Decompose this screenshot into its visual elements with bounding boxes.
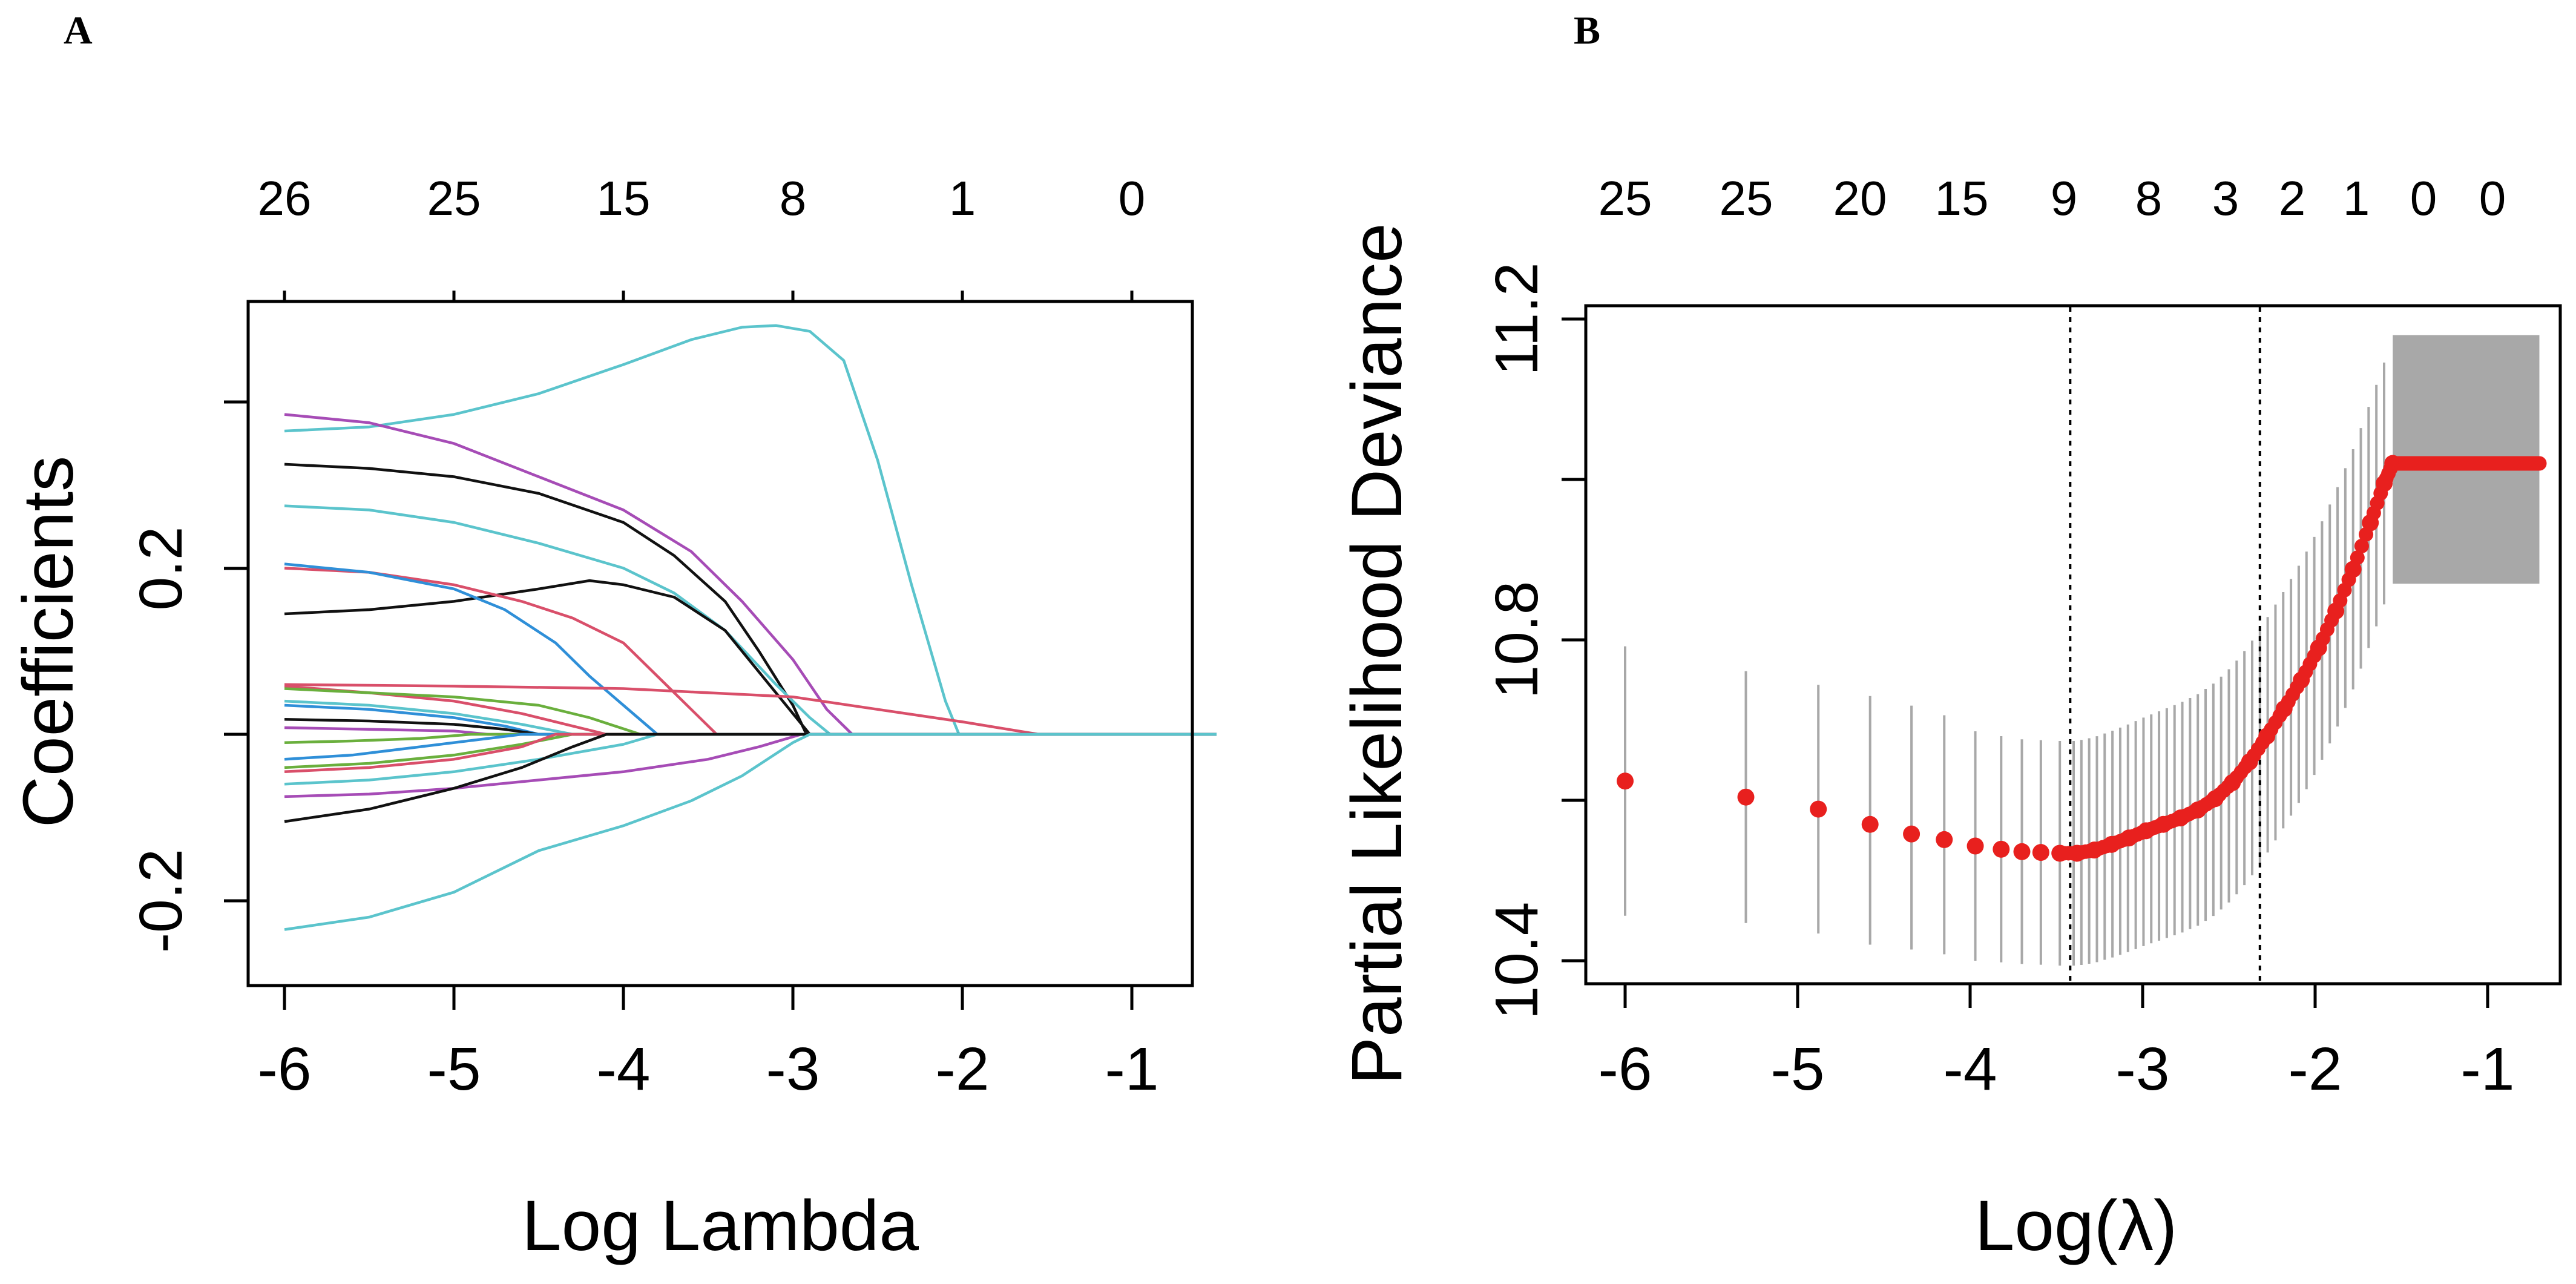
panel-b-x-tick-label-4: -3	[2116, 1035, 2170, 1103]
coefficient-path-5	[284, 579, 1217, 736]
panel-b-error-bars	[1624, 646, 2062, 966]
panel-b-top-label-1: 25	[1598, 171, 1652, 225]
panel-b-x-tick-label-3: -4	[1944, 1035, 1997, 1103]
panel-b-top-label-8: 2	[2279, 171, 2306, 225]
panel-a-top-label-4: 8	[780, 171, 807, 225]
panel-b-x-tick-label-5: -2	[2288, 1035, 2342, 1103]
coefficient-path-1	[284, 324, 1217, 736]
panel-a-x-axis-title: Log Lambda	[522, 1186, 919, 1266]
panel-b-label: B	[1574, 8, 1600, 53]
deviance-point-4	[1861, 815, 1879, 833]
panel-a-label: A	[64, 8, 93, 53]
deviance-point-3	[1810, 800, 1827, 818]
panel-b-y-axis: 10.4 10.8 11.2 Partial Likelihood Devian…	[1337, 223, 1588, 1085]
panel-b-y-tick-label-2: 10.8	[1483, 581, 1551, 699]
panel-a-top-label-2: 25	[427, 171, 481, 225]
panel-b-error-band	[2072, 335, 2540, 966]
deviance-point-10	[2032, 844, 2049, 861]
panel-b-lambda-lines	[2069, 307, 2261, 983]
panel-b-x-tick-label-6: -1	[2461, 1035, 2515, 1103]
deviance-point-7	[1966, 837, 1984, 855]
deviance-point-6	[1936, 831, 1953, 848]
panel-a-x-tick-label-2: -5	[427, 1035, 481, 1103]
deviance-curve-point-71	[2354, 538, 2369, 553]
panel-a-x-tick-label-1: -6	[258, 1035, 312, 1103]
panel-a-plot-frame	[246, 300, 1194, 987]
panel-a-x-axis: -6 -5 -4 -3 -2 -1 Log Lambda	[258, 984, 1159, 1266]
panel-b-top-axis: 25 25 20 15 9 8 3 2 1 0 0	[1598, 171, 2506, 225]
panel-b-y-tick-label-1: 10.4	[1483, 902, 1551, 1020]
panel-a-top-label-5: 1	[949, 171, 976, 225]
deviance-curve-point-69	[2345, 562, 2361, 577]
deviance-point-1	[1617, 772, 1634, 790]
deviance-point-8	[1993, 840, 2010, 858]
panel-a-y-tick-label-1: -0.2	[127, 849, 195, 953]
panel-a-top-label-1: 26	[258, 171, 312, 225]
coefficient-path-20	[284, 733, 1217, 798]
panel-a: A 26 25 15 8 1 0 -6 -5	[8, 8, 1217, 1266]
panel-b-top-label-4: 15	[1935, 171, 1989, 225]
coefficient-path-6	[284, 567, 1217, 736]
panel-a-top-axis: 26 25 15 8 1 0	[258, 171, 1146, 301]
deviance-point-2	[1737, 788, 1755, 806]
panel-b-top-label-6: 8	[2135, 171, 2163, 225]
deviance-point-5	[1903, 825, 1920, 843]
panel-a-top-label-3: 15	[597, 171, 651, 225]
coefficient-path-2	[284, 413, 1217, 736]
panel-a-y-tick-label-2: 0.2	[127, 526, 195, 610]
deviance-curve-point-72	[2359, 527, 2374, 542]
panel-b-y-tick-label-3: 11.2	[1483, 262, 1551, 375]
coefficient-path-21	[284, 733, 1217, 823]
panel-a-top-label-6: 0	[1119, 171, 1146, 225]
panel-a-y-axis: -0.2 0.2 Coefficients	[8, 400, 250, 953]
panel-b-x-axis-title: Log(λ)	[1975, 1186, 2177, 1266]
panel-a-x-tick-label-3: -4	[597, 1035, 651, 1103]
panel-b-top-label-2: 25	[1720, 171, 1773, 225]
panel-b-deviance-points	[1617, 455, 2547, 862]
coefficient-path-3	[284, 463, 1217, 736]
coefficient-path-18	[284, 733, 1217, 774]
panel-b-x-axis: -6 -5 -4 -3 -2 -1 Log(λ)	[1598, 982, 2515, 1266]
panel-b-top-label-7: 3	[2212, 171, 2239, 225]
panel-a-coefficient-paths	[284, 324, 1217, 931]
coefficient-path-4	[284, 504, 1217, 736]
panel-b-top-label-10: 0	[2410, 171, 2437, 225]
coefficient-path-13	[284, 718, 1217, 736]
panel-a-x-tick-label-4: -3	[766, 1035, 820, 1103]
deviance-point-9	[2013, 843, 2031, 860]
panel-b-top-label-3: 20	[1833, 171, 1887, 225]
panel-b-top-label-9: 1	[2343, 171, 2370, 225]
coefficient-path-8	[284, 683, 1217, 736]
panel-b-top-label-5: 9	[2051, 171, 2078, 225]
deviance-curve-point-70	[2350, 550, 2365, 565]
panel-b-x-tick-label-2: -5	[1771, 1035, 1825, 1103]
panel-b-x-tick-label-1: -6	[1598, 1035, 1652, 1103]
panel-b-top-label-11: 0	[2479, 171, 2506, 225]
panel-a-y-axis-title: Coefficients	[8, 456, 88, 828]
coefficient-path-22	[284, 733, 1217, 931]
panel-a-x-tick-label-5: -2	[936, 1035, 990, 1103]
panel-a-x-tick-label-6: -1	[1105, 1035, 1159, 1103]
panel-b: B 25 25 20 15 9 8 3 2 1 0 0	[1337, 8, 2562, 1266]
coefficient-path-7	[284, 562, 1217, 736]
panel-b-y-axis-title: Partial Likelihood Deviance	[1337, 223, 1417, 1084]
